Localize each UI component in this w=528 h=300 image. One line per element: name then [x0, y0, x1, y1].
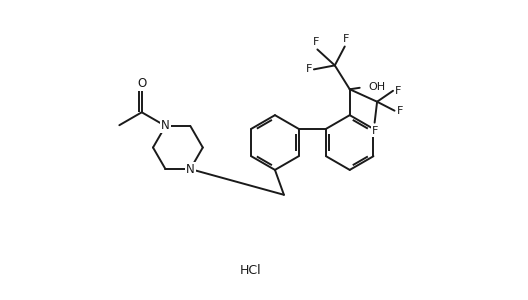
Text: O: O — [137, 77, 146, 90]
Text: OH: OH — [369, 82, 386, 92]
Text: N: N — [161, 119, 170, 133]
Text: HCl: HCl — [239, 264, 261, 277]
Text: F: F — [313, 38, 319, 47]
Text: F: F — [397, 106, 403, 116]
Text: F: F — [343, 34, 349, 44]
Text: N: N — [186, 163, 195, 176]
Text: F: F — [371, 126, 378, 136]
Text: F: F — [306, 64, 312, 74]
Text: F: F — [395, 86, 401, 96]
